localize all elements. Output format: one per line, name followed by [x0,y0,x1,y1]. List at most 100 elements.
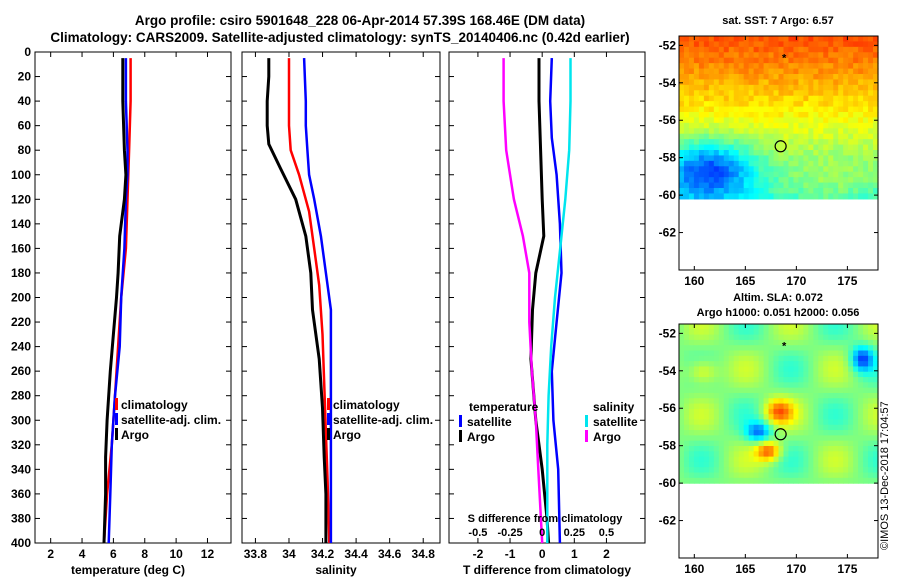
heat-cell [783,419,790,426]
heat-cell [833,361,839,368]
heat-cell [863,90,869,97]
heat-cell [718,467,725,474]
heat-cell [823,177,829,184]
heat-cell [828,57,834,64]
heat-cell [708,52,715,59]
heat-cell [728,63,735,70]
heat-cell [813,177,819,184]
heat-cell [853,68,859,75]
x2-axis-label: S difference from climatology [468,513,624,525]
heat-cell [853,430,859,436]
heat-cell [853,177,859,184]
heat-cell [863,387,869,394]
heat-cell [863,84,869,91]
heat-cell [853,46,859,53]
heat-cell [688,101,695,108]
heat-cell [708,387,715,394]
heat-cell [868,440,874,447]
heat-cell [679,36,685,43]
heat-cell [733,414,740,421]
heat-cell [868,456,874,463]
heat-cell [763,57,770,64]
heat-cell [838,171,844,178]
heat-cell [838,445,844,452]
heat-cell [853,117,859,124]
heat-cell [808,350,814,357]
heat-cell [708,133,715,140]
heat-cell [683,95,690,102]
heat-cell [848,177,854,184]
heat-cell [758,166,765,173]
heat-cell [798,461,804,468]
heat-cell [808,128,814,135]
heat-cell [873,398,879,405]
heat-cell [778,324,785,330]
heat-cell [828,63,834,70]
heat-cell [783,371,790,378]
track-marker: * [782,341,787,353]
heat-cell [803,403,809,410]
heat-cell [768,467,775,474]
heat-cell [728,166,735,173]
heat-cell [683,456,690,463]
heat-cell [738,355,745,362]
heat-cell [863,461,869,468]
heat-cell [738,424,745,431]
heat-cell [679,41,685,48]
heat-cell [848,456,854,463]
heat-cell [773,477,780,484]
heat-cell [808,193,814,200]
heat-cell [683,477,690,484]
heat-cell [798,408,804,415]
heat-cell [738,329,745,336]
heat-cell [773,329,780,336]
heat-cell [783,79,790,86]
heat-cell [808,101,814,108]
heat-cell [858,339,864,346]
heat-cell [683,133,690,140]
heat-cell [698,101,705,108]
heat-cell [833,382,839,389]
heat-cell [753,193,760,200]
heat-cell [718,68,725,75]
heat-cell [718,366,725,373]
heat-cell [793,472,799,479]
heat-cell [723,435,730,442]
heat-cell [838,329,844,336]
sst-map-title: sat. SST: 7 Argo: 6.57 [722,15,833,27]
heat-cell [708,324,715,330]
heat-cell [679,345,685,352]
heat-cell [848,461,854,468]
heat-cell [828,128,834,135]
heat-cell [778,171,785,178]
heat-cell [818,128,824,135]
heat-cell [698,150,705,157]
heat-cell [758,144,765,151]
heat-cell [768,182,775,189]
heat-cell [713,182,720,189]
heat-cell [753,366,760,373]
heat-cell [723,334,730,341]
temperature-panel: 0204060801001201401601802002202402602803… [11,45,232,577]
heat-cell [793,139,799,146]
heat-cell [803,366,809,373]
heat-cell [718,160,725,167]
heat-cell [723,112,730,119]
heat-cell [788,424,795,431]
heat-cell [853,74,859,81]
heat-cell [703,398,710,405]
heat-cell [733,366,740,373]
heat-cell [783,324,790,330]
heat-cell [753,451,760,458]
heat-cell [858,361,864,368]
heat-cell [743,46,750,53]
heat-cell [803,355,809,362]
heat-cell [848,477,854,484]
heat-cell [873,41,879,48]
heat-cell [703,133,710,140]
heat-cell [868,477,874,484]
heat-cell [863,435,869,442]
heat-cell [688,366,695,373]
heat-cell [803,155,809,162]
heat-cell [818,95,824,102]
